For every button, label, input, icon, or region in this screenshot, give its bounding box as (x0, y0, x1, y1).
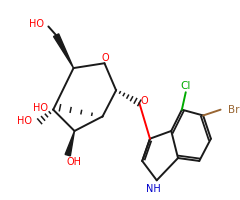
Text: Br: Br (228, 105, 240, 115)
Text: HO: HO (33, 103, 48, 113)
Text: HO: HO (17, 116, 32, 126)
Polygon shape (54, 34, 73, 68)
Text: O: O (102, 53, 109, 63)
Polygon shape (65, 131, 74, 156)
Text: OH: OH (66, 157, 81, 167)
Text: HO: HO (29, 19, 44, 29)
Text: O: O (140, 96, 148, 106)
Text: NH: NH (146, 184, 161, 194)
Text: Cl: Cl (180, 81, 191, 91)
